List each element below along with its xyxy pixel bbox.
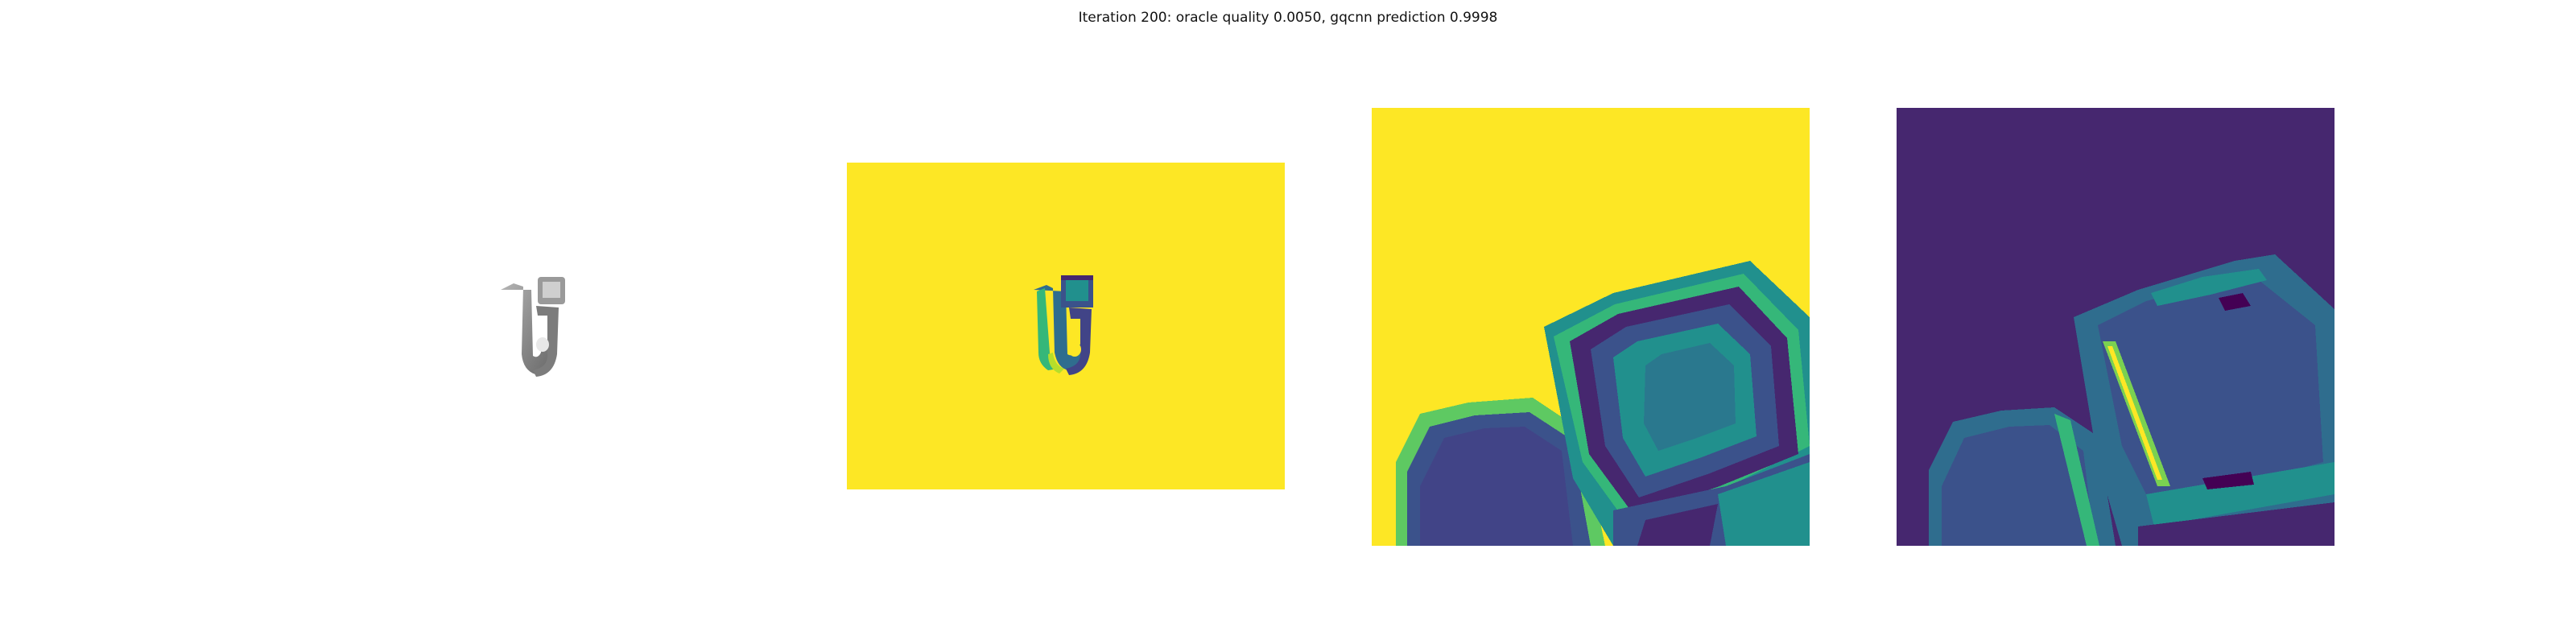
- depth-crop-panel: [1372, 108, 1810, 546]
- figure-title: Iteration 200: oracle quality 0.0050, gq…: [1078, 10, 1498, 26]
- depth-image-panel: [847, 163, 1285, 489]
- rgb-render-panel: [491, 266, 580, 386]
- depth-image: [847, 163, 1285, 489]
- depth-crop-image: [1372, 108, 1810, 546]
- gradient-crop-image: [1897, 108, 2334, 546]
- rgb-render-image: [501, 277, 565, 377]
- gradient-crop-panel: [1897, 108, 2334, 546]
